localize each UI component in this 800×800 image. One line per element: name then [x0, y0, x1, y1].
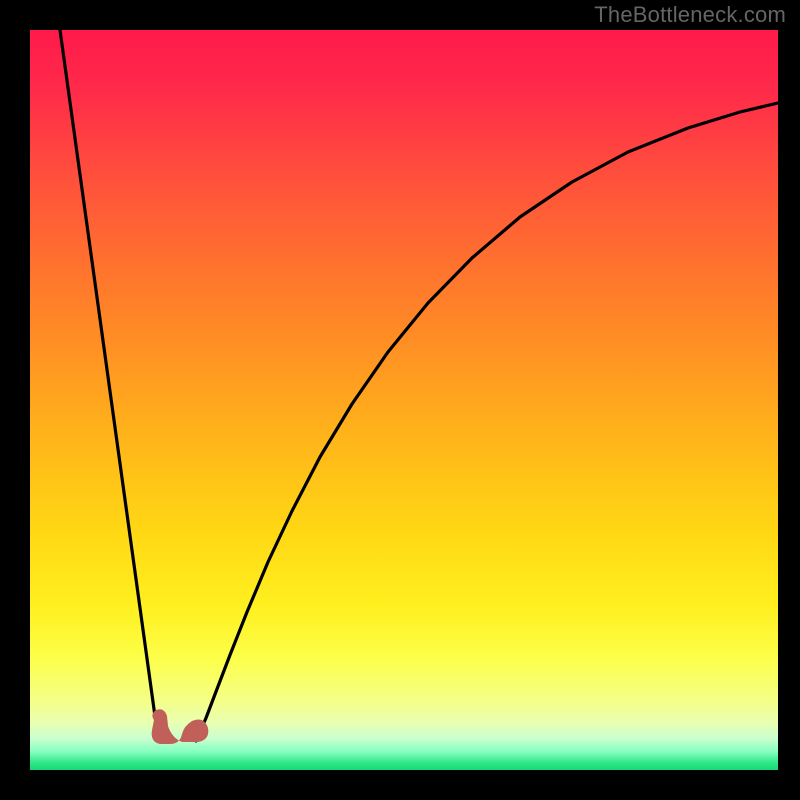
- watermark-text: TheBottleneck.com: [594, 2, 786, 28]
- heatmap-background: [30, 30, 778, 770]
- chart-container: TheBottleneck.com: [0, 0, 800, 800]
- bottleneck-chart: [0, 0, 800, 800]
